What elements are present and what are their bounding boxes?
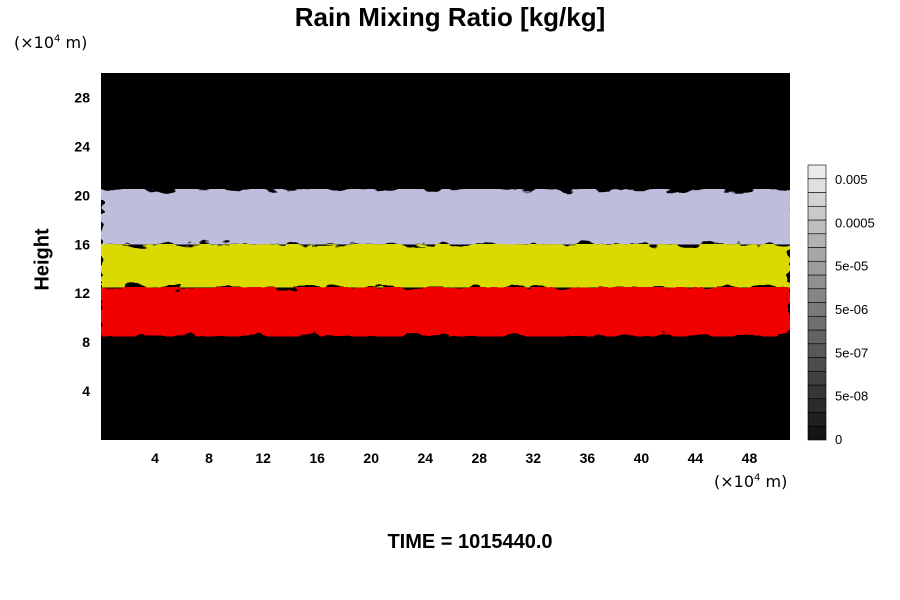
x-tick-label: 48 [742,450,758,466]
x-tick-label: 8 [205,450,213,466]
colorbar-swatch [807,302,827,317]
colorbar-swatch [807,357,827,372]
x-tick-label: 20 [363,450,379,466]
colorbar-swatch [807,274,827,290]
y-tick-labels: 4 8 12 16 20 24 28 [74,89,90,399]
colorbar-swatch [807,260,827,276]
x-tick-label: 12 [255,450,271,466]
colorbar-swatch [807,343,827,358]
y-tick-label: 16 [74,236,90,252]
x-tick-label: 44 [688,450,704,466]
colorbar-swatch [807,219,827,235]
x-tick-label: 4 [151,450,159,466]
layer-red [101,287,790,337]
x-tick-label: 36 [580,450,596,466]
y-axis-unit: (×104 m) [14,33,88,52]
chart-title: Rain Mixing Ratio [kg/kg] [294,2,606,32]
colorbar-swatch [807,288,827,303]
colorbar-label: 5e-08 [835,389,868,404]
data-layers [101,189,790,337]
colorbar-label: 5e-05 [835,259,868,274]
time-footer: TIME = 1015440.0 [387,531,553,553]
layer-yellow [101,244,790,288]
colorbar-swatch [807,370,827,386]
colorbar-swatch [807,329,827,345]
colorbar-label: 0.005 [835,172,868,187]
y-tick-label: 28 [74,89,90,105]
x-tick-label: 16 [309,450,325,466]
colorbar: 0.005 0.0005 5e-05 5e-06 5e-07 5e-08 0 [807,164,875,447]
colorbar-swatch [807,384,827,400]
colorbar-swatch [807,315,827,331]
colorbar-swatch [807,164,827,180]
x-tick-label: 24 [417,450,433,466]
colorbar-swatch [807,205,827,221]
y-tick-label: 8 [82,334,90,350]
y-tick-label: 4 [82,383,90,399]
colorbar-label: 5e-07 [835,345,868,360]
colorbar-swatch [807,178,827,193]
colorbar-swatch [807,425,827,441]
y-tick-label: 12 [74,285,90,301]
layer-lavender [101,189,790,245]
x-tick-labels: 4 8 12 16 20 24 28 32 36 40 44 48 [151,450,757,466]
colorbar-swatch [807,398,827,413]
colorbar-label: 5e-06 [835,302,868,317]
x-tick-label: 28 [471,450,487,466]
colorbar-swatch [807,412,827,427]
colorbar-swatch [807,247,827,262]
y-tick-label: 24 [74,138,90,154]
colorbar-swatch [807,233,827,248]
x-axis-unit: (×104 m) [714,472,788,491]
colorbar-label: 0.0005 [835,215,875,230]
x-tick-label: 32 [526,450,542,466]
colorbar-label: 0 [835,432,842,447]
x-tick-label: 40 [634,450,650,466]
y-tick-label: 20 [74,187,90,203]
colorbar-swatch [807,192,827,207]
